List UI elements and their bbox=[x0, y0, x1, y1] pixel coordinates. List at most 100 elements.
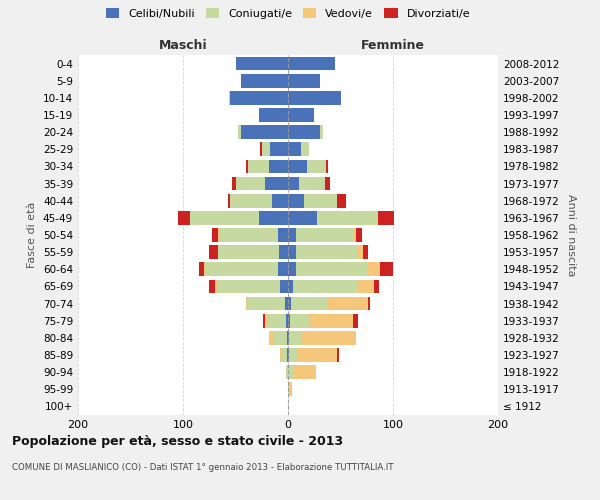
Bar bbox=[286, 314, 288, 328]
Bar bbox=[302, 331, 356, 344]
Bar bbox=[248, 160, 269, 173]
Bar bbox=[232, 176, 235, 190]
Bar bbox=[309, 314, 353, 328]
Bar bbox=[356, 228, 361, 242]
Bar bbox=[235, 176, 265, 190]
Bar bbox=[296, 246, 358, 259]
Bar bbox=[288, 314, 290, 328]
Bar bbox=[285, 296, 288, 310]
Bar bbox=[269, 331, 274, 344]
Bar bbox=[307, 160, 326, 173]
Bar bbox=[217, 280, 280, 293]
Bar bbox=[288, 126, 320, 139]
Bar bbox=[288, 160, 307, 173]
Bar bbox=[299, 176, 325, 190]
Bar bbox=[262, 142, 270, 156]
Bar bbox=[354, 228, 356, 242]
Bar bbox=[353, 314, 358, 328]
Bar bbox=[220, 228, 277, 242]
Bar bbox=[199, 262, 204, 276]
Bar bbox=[218, 246, 278, 259]
Text: COMUNE DI MASLIANICO (CO) - Dati ISTAT 1° gennaio 2013 - Elaborazione TUTTITALIA: COMUNE DI MASLIANICO (CO) - Dati ISTAT 1… bbox=[12, 462, 394, 471]
Bar bbox=[204, 262, 206, 276]
Bar bbox=[368, 296, 370, 310]
Bar bbox=[374, 280, 379, 293]
Bar bbox=[248, 296, 285, 310]
Bar bbox=[265, 176, 288, 190]
Bar bbox=[246, 160, 248, 173]
Bar bbox=[241, 74, 288, 88]
Bar bbox=[218, 228, 220, 242]
Bar bbox=[337, 194, 346, 207]
Bar bbox=[379, 211, 394, 224]
Bar bbox=[301, 142, 309, 156]
Y-axis label: Anni di nascita: Anni di nascita bbox=[566, 194, 576, 276]
Bar bbox=[288, 142, 301, 156]
Bar bbox=[272, 194, 288, 207]
Bar bbox=[277, 262, 288, 276]
Bar bbox=[274, 331, 287, 344]
Text: Maschi: Maschi bbox=[158, 40, 208, 52]
Bar bbox=[291, 296, 328, 310]
Bar bbox=[280, 348, 282, 362]
Bar bbox=[215, 280, 217, 293]
Bar bbox=[286, 366, 288, 379]
Bar bbox=[326, 160, 328, 173]
Bar bbox=[229, 91, 230, 104]
Bar bbox=[287, 348, 288, 362]
Bar bbox=[288, 382, 290, 396]
Bar bbox=[246, 296, 248, 310]
Bar bbox=[260, 142, 262, 156]
Bar bbox=[259, 108, 288, 122]
Bar bbox=[328, 296, 368, 310]
Bar bbox=[267, 314, 286, 328]
Bar bbox=[290, 382, 292, 396]
Bar bbox=[288, 194, 304, 207]
Bar bbox=[287, 331, 288, 344]
Bar bbox=[288, 280, 293, 293]
Bar bbox=[368, 262, 380, 276]
Bar bbox=[288, 296, 291, 310]
Y-axis label: Fasce di età: Fasce di età bbox=[28, 202, 37, 268]
Bar bbox=[293, 280, 358, 293]
Bar bbox=[288, 262, 296, 276]
Bar bbox=[288, 366, 293, 379]
Bar bbox=[288, 56, 335, 70]
Bar bbox=[238, 126, 241, 139]
Legend: Celibi/Nubili, Coniugati/e, Vedovi/e, Divorziati/e: Celibi/Nubili, Coniugati/e, Vedovi/e, Di… bbox=[106, 8, 470, 19]
Bar bbox=[358, 246, 362, 259]
Bar bbox=[362, 246, 368, 259]
Bar bbox=[304, 194, 337, 207]
Bar bbox=[288, 228, 296, 242]
Bar bbox=[288, 348, 289, 362]
Bar bbox=[288, 74, 320, 88]
Bar bbox=[337, 348, 340, 362]
Bar bbox=[209, 280, 215, 293]
Bar bbox=[269, 160, 288, 173]
Bar bbox=[178, 211, 190, 224]
Bar bbox=[289, 348, 298, 362]
Bar bbox=[320, 126, 323, 139]
Bar bbox=[265, 314, 267, 328]
Bar bbox=[190, 211, 259, 224]
Bar bbox=[296, 262, 368, 276]
Bar bbox=[277, 228, 288, 242]
Bar bbox=[325, 176, 330, 190]
Text: Femmine: Femmine bbox=[361, 40, 425, 52]
Bar bbox=[259, 211, 288, 224]
Bar bbox=[317, 211, 379, 224]
Bar bbox=[230, 91, 288, 104]
Bar bbox=[206, 262, 277, 276]
Bar bbox=[288, 211, 317, 224]
Bar bbox=[288, 246, 296, 259]
Text: Popolazione per età, sesso e stato civile - 2013: Popolazione per età, sesso e stato civil… bbox=[12, 435, 343, 448]
Bar bbox=[282, 348, 287, 362]
Bar bbox=[380, 262, 393, 276]
Bar bbox=[235, 56, 288, 70]
Bar bbox=[288, 331, 289, 344]
Bar bbox=[296, 228, 354, 242]
Bar bbox=[289, 331, 302, 344]
Bar bbox=[290, 314, 309, 328]
Bar bbox=[209, 246, 218, 259]
Bar bbox=[230, 194, 272, 207]
